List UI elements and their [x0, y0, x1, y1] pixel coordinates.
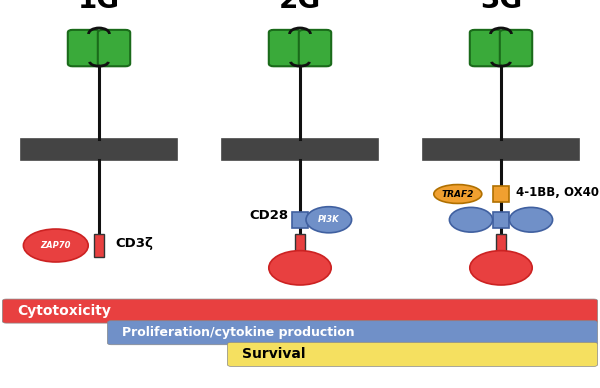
Text: PI3K: PI3K: [318, 215, 340, 224]
Ellipse shape: [23, 229, 88, 262]
Ellipse shape: [269, 251, 331, 285]
Ellipse shape: [470, 251, 532, 285]
Text: Survival: Survival: [242, 347, 305, 361]
FancyBboxPatch shape: [470, 30, 502, 66]
FancyBboxPatch shape: [227, 342, 598, 366]
Bar: [496, 234, 506, 257]
FancyBboxPatch shape: [98, 30, 130, 66]
Text: TRAF2: TRAF2: [442, 189, 474, 199]
Text: ZAP70: ZAP70: [41, 241, 71, 250]
FancyBboxPatch shape: [2, 299, 598, 323]
Text: 4-1BB, OX40: 4-1BB, OX40: [516, 187, 599, 199]
Bar: [292, 211, 308, 228]
Ellipse shape: [434, 185, 482, 203]
Bar: [94, 234, 104, 257]
FancyBboxPatch shape: [423, 139, 579, 160]
FancyBboxPatch shape: [500, 30, 532, 66]
Text: Cytotoxicity: Cytotoxicity: [17, 304, 110, 318]
FancyBboxPatch shape: [107, 321, 598, 345]
Text: 1G: 1G: [78, 0, 120, 14]
Ellipse shape: [509, 208, 553, 232]
Text: CD28: CD28: [249, 209, 288, 222]
Ellipse shape: [306, 207, 352, 233]
FancyBboxPatch shape: [269, 30, 301, 66]
Bar: [295, 234, 305, 257]
Ellipse shape: [449, 208, 493, 232]
Bar: [493, 211, 509, 228]
Text: 3G: 3G: [480, 0, 522, 14]
FancyBboxPatch shape: [222, 139, 378, 160]
FancyBboxPatch shape: [68, 30, 100, 66]
FancyBboxPatch shape: [299, 30, 331, 66]
Bar: [493, 186, 509, 202]
Text: CD3ζ: CD3ζ: [116, 237, 154, 250]
Text: 2G: 2G: [279, 0, 321, 14]
FancyBboxPatch shape: [21, 139, 177, 160]
Text: Proliferation/cytokine production: Proliferation/cytokine production: [122, 326, 355, 339]
